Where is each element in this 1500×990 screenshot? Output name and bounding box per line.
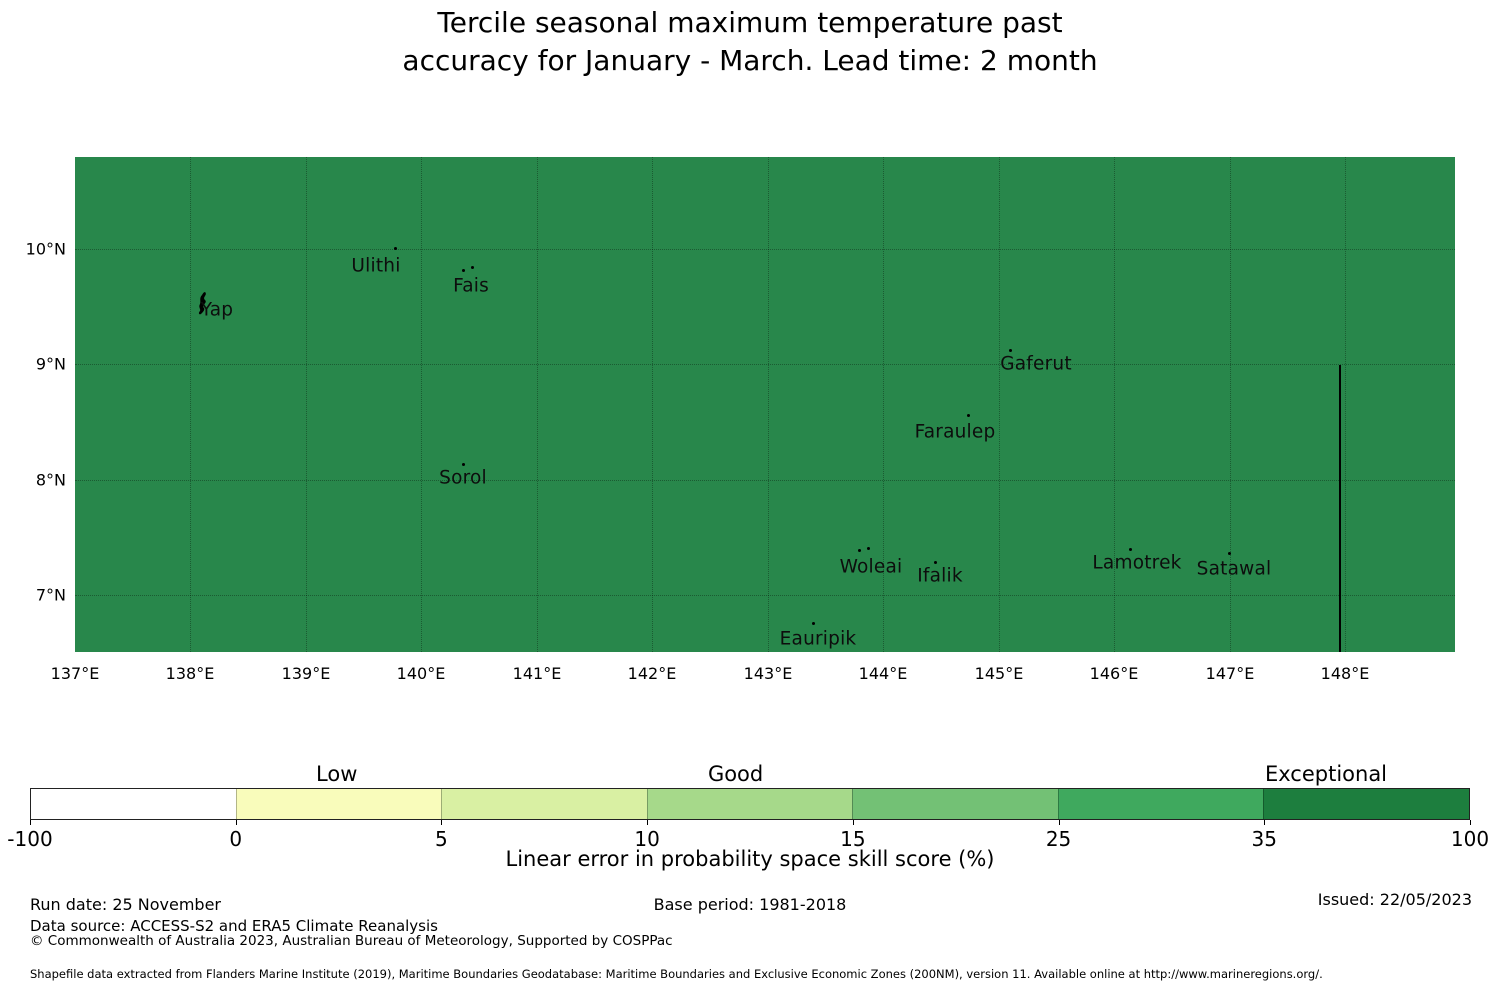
- colorbar-tick-label: 0: [229, 827, 243, 851]
- lon-tick-label: 138°E: [165, 664, 215, 683]
- gridline-vertical: [537, 157, 538, 652]
- colorbar-segment: [1057, 789, 1264, 819]
- colorbar-tick-label: 100: [1450, 827, 1490, 851]
- lon-tick-label: 147°E: [1205, 664, 1255, 683]
- gridline-horizontal: [75, 364, 1455, 365]
- title-line-1: Tercile seasonal maximum temperature pas…: [437, 6, 1063, 39]
- colorbar-axis-label: Linear error in probability space skill …: [505, 847, 995, 871]
- colorbar-tick-label: 25: [1045, 827, 1072, 851]
- island-dot: [858, 549, 861, 552]
- title-line-2: accuracy for January - March. Lead time:…: [402, 44, 1098, 77]
- gridline-vertical: [768, 157, 769, 652]
- island-label-lamotrek: Lamotrek: [1092, 552, 1182, 574]
- gridline-vertical: [421, 157, 422, 652]
- colorbar-tickmark: [1470, 820, 1471, 825]
- island-dot: [462, 463, 465, 466]
- yap-island-shape: [198, 292, 206, 315]
- island-dot: [967, 414, 970, 417]
- colorbar-category-good: Good: [707, 762, 764, 786]
- lon-tick-label: 145°E: [974, 664, 1024, 683]
- lat-tick-label: 10°N: [25, 239, 66, 259]
- colorbar-tick-label: 15: [840, 827, 866, 851]
- island-dot: [867, 547, 870, 550]
- lon-tick-label: 139°E: [281, 664, 331, 683]
- gridline-vertical: [1114, 157, 1115, 652]
- lon-tick-label: 144°E: [858, 664, 908, 683]
- island-dot: [462, 269, 465, 272]
- colorbar-category-low: Low: [316, 762, 358, 786]
- gridline-horizontal: [75, 480, 1455, 481]
- data-source-text: Data source: ACCESS-S2 and ERA5 Climate …: [30, 917, 438, 935]
- colorbar-segment: [31, 789, 236, 819]
- lon-tick-label: 141°E: [512, 664, 562, 683]
- colorbar-segment: [646, 789, 853, 819]
- copyright-text: © Commonwealth of Australia 2023, Austra…: [30, 933, 673, 949]
- colorbar: Low Good Exceptional -100 0 5: [7, 758, 1489, 852]
- colorbar-segment: [235, 789, 442, 819]
- island-label-ifalik: Ifalik: [917, 565, 963, 587]
- colorbar-tick-labels: -100 0 5 10 15 25 35 100: [7, 826, 1489, 852]
- gridline-vertical: [306, 157, 307, 652]
- island-label-yap: Yap: [200, 299, 234, 321]
- gridline-horizontal: [75, 595, 1455, 596]
- island-label-satawal: Satawal: [1196, 558, 1272, 580]
- lat-tick-label: 8°N: [35, 470, 66, 490]
- island-dot: [1129, 548, 1132, 551]
- lon-tick-label: 143°E: [743, 664, 793, 683]
- gridline-vertical: [190, 157, 191, 652]
- maritime-boundary-line: [1339, 365, 1341, 652]
- colorbar-tickmark: [647, 820, 649, 825]
- colorbar-tick-label: 5: [435, 827, 448, 851]
- map-canvas: Ulithi Fais Yap Gaferut Faraulep Sorol W…: [75, 157, 1455, 652]
- gridline-vertical: [883, 157, 884, 652]
- colorbar-segment: [852, 789, 1058, 819]
- gridline-vertical: [652, 157, 653, 652]
- colorbar-tickmark: [30, 820, 31, 825]
- colorbar-tick-label: 35: [1251, 827, 1278, 851]
- colorbar-category-labels: Low Good Exceptional: [30, 758, 1470, 788]
- island-dot: [471, 266, 474, 269]
- lat-tick-label: 7°N: [35, 585, 66, 605]
- lon-tick-label: 137°E: [50, 664, 100, 683]
- colorbar-category-exceptional: Exceptional: [1264, 762, 1388, 786]
- lon-tick-label: 148°E: [1320, 664, 1370, 683]
- lon-tick-label: 146°E: [1089, 664, 1139, 683]
- island-dot: [394, 247, 397, 250]
- island-label-faraulep: Faraulep: [914, 421, 996, 443]
- colorbar-tick-label: -100: [7, 827, 53, 851]
- colorbar-tick-label: 10: [634, 827, 660, 851]
- shapefile-credit-text: Shapefile data extracted from Flanders M…: [30, 967, 1323, 981]
- gridline-vertical: [1345, 157, 1346, 652]
- issued-date-text: Issued: 22/05/2023: [1317, 890, 1472, 909]
- page-title: Tercile seasonal maximum temperature pas…: [0, 4, 1500, 80]
- island-dot: [812, 622, 815, 625]
- island-label-ulithi: Ulithi: [351, 255, 401, 277]
- island-dot: [934, 561, 937, 564]
- gridline-vertical: [999, 157, 1000, 652]
- gridline-horizontal: [75, 249, 1455, 250]
- island-label-sorol: Sorol: [439, 467, 487, 489]
- colorbar-gradient: [30, 788, 1470, 820]
- base-period-text: Base period: 1981-2018: [653, 895, 847, 914]
- colorbar-tickmark: [1264, 820, 1266, 825]
- run-date-text: Run date: 25 November: [30, 895, 221, 914]
- island-dot: [1228, 552, 1231, 555]
- island-label-eauripik: Eauripik: [779, 628, 857, 650]
- lon-tick-label: 142°E: [627, 664, 677, 683]
- colorbar-segment: [441, 789, 647, 819]
- colorbar-tickmark: [235, 820, 237, 825]
- island-label-woleai: Woleai: [839, 556, 903, 578]
- lon-tick-label: 140°E: [396, 664, 446, 683]
- colorbar-tickmark: [852, 820, 854, 825]
- gridline-vertical: [1230, 157, 1231, 652]
- colorbar-tickmark: [1058, 820, 1060, 825]
- colorbar-tickmarks: [30, 820, 1471, 826]
- colorbar-tickmark: [441, 820, 443, 825]
- colorbar-segment: [1263, 789, 1470, 819]
- lat-tick-label: 9°N: [35, 354, 66, 374]
- island-dot: [1009, 349, 1012, 352]
- island-label-fais: Fais: [453, 275, 489, 297]
- island-label-gaferut: Gaferut: [1000, 353, 1072, 375]
